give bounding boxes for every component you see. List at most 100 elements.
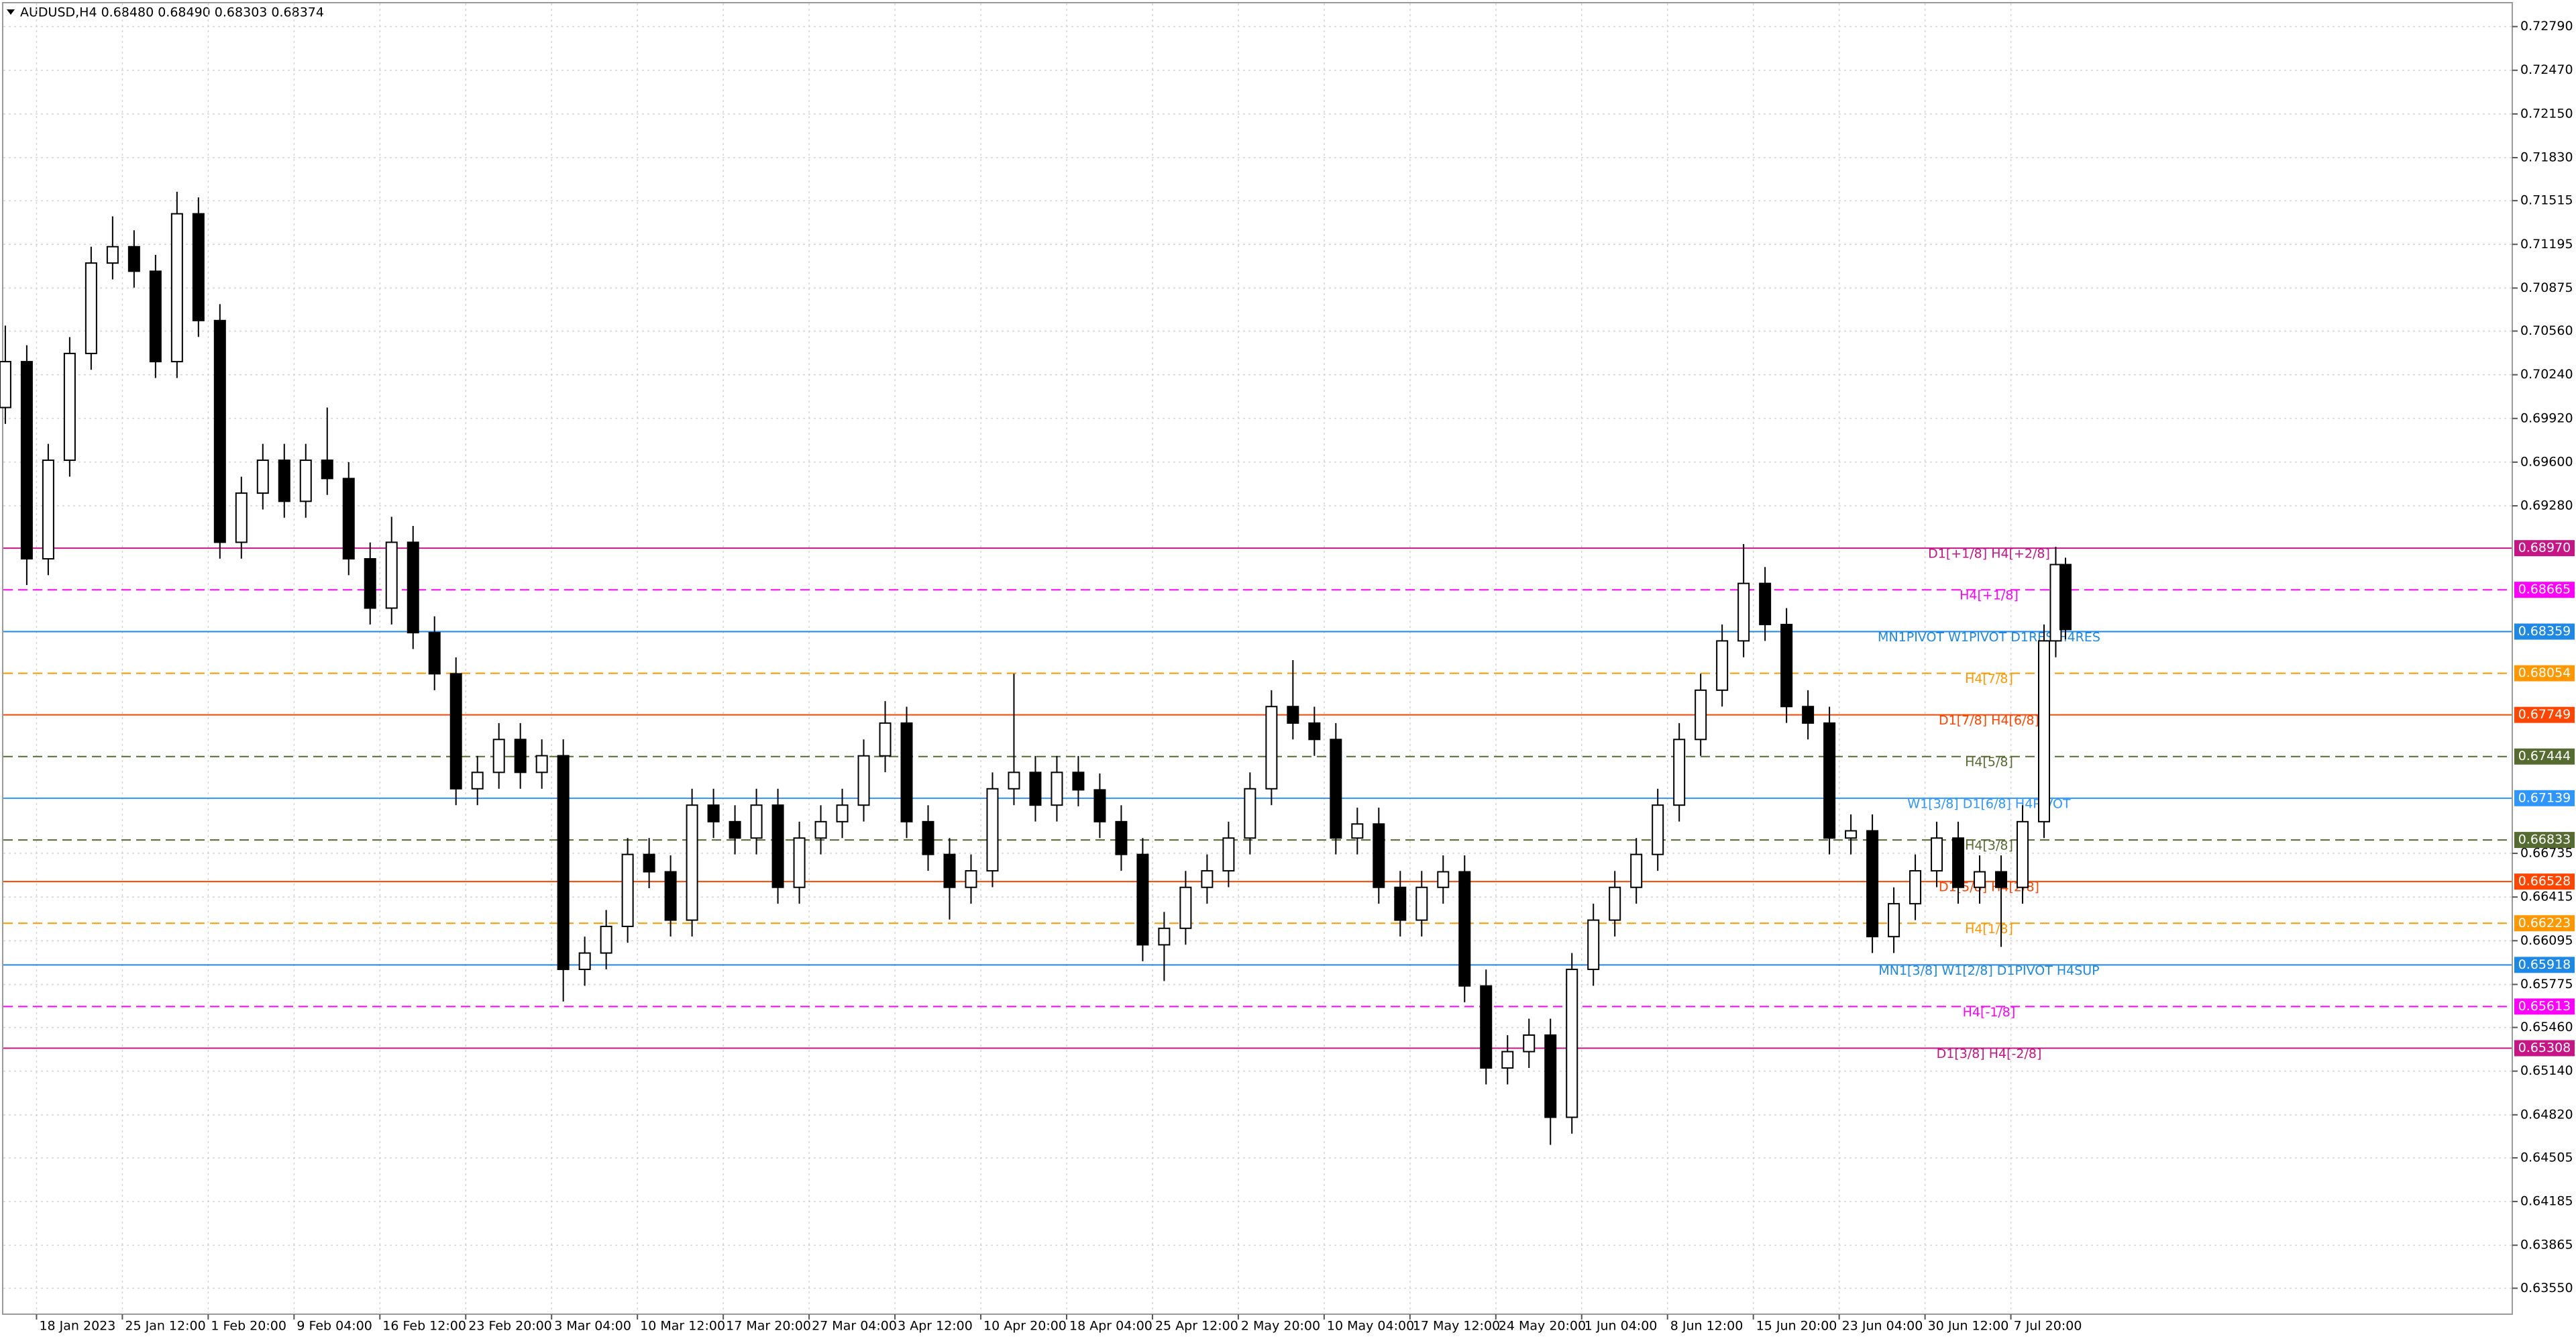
candle-body	[1051, 771, 1063, 806]
candle-body	[1394, 886, 1407, 921]
candles	[0, 191, 2072, 1145]
candle-body	[342, 478, 355, 560]
candle-body	[514, 739, 527, 773]
candle-body	[1652, 804, 1664, 855]
x-tick-label: 30 Jun 12:00	[1928, 1319, 2009, 1334]
candle-body	[1587, 919, 1600, 971]
candle-body	[1888, 903, 1900, 938]
candle-body	[1072, 771, 1085, 791]
x-tick-label: 24 May 20:00	[1499, 1319, 1586, 1334]
candle-body	[492, 739, 505, 773]
candle-body	[1029, 771, 1042, 806]
x-tick-label: 1 Jun 04:00	[1585, 1319, 1658, 1334]
candle-body	[1566, 969, 1578, 1118]
candle-body	[1501, 1051, 1514, 1069]
y-tick-label: 0.64185	[2520, 1194, 2573, 1209]
price-tag-label: 0.68359	[2518, 624, 2571, 639]
y-tick-label: 0.69920	[2520, 411, 2573, 425]
candle-body	[85, 262, 97, 354]
candle-body	[1802, 706, 1815, 724]
candle-body	[1931, 837, 1943, 872]
price-tag	[2514, 1040, 2575, 1057]
candle-body	[1437, 871, 1450, 888]
price-tag-label: 0.67444	[2518, 749, 2571, 763]
candle-body	[1609, 886, 1621, 921]
candle-body	[1115, 820, 1128, 855]
x-tick-label: 15 Jun 20:00	[1756, 1319, 1837, 1334]
price-tag	[2514, 915, 2575, 932]
y-tick-label: 0.64820	[2520, 1107, 2573, 1122]
candle-body	[836, 804, 849, 822]
level-label: H4[+1/8]	[1960, 588, 2019, 603]
price-tag	[2514, 540, 2575, 557]
candle-body	[1093, 789, 1106, 822]
axes: 18 Jan 2023 25 Jan 12:00 1 Feb 20:00 9 Feb …	[36, 3, 2575, 1334]
price-tag-label: 0.67749	[2518, 707, 2571, 722]
candle-body	[643, 853, 655, 873]
candle-body	[2059, 564, 2072, 631]
candle-body	[2017, 820, 2029, 888]
candle-body	[1179, 886, 1192, 929]
price-tag	[2514, 998, 2575, 1015]
x-tick-label: 16 Feb 12:00	[382, 1319, 466, 1334]
candle-body	[621, 853, 634, 927]
candle-body	[1222, 837, 1235, 872]
level-label: W1[3/8] D1[6/8] H4PIVOT	[1907, 796, 2071, 811]
candle-body	[729, 820, 741, 839]
y-tick-label: 0.65140	[2520, 1063, 2573, 1078]
menu-arrow[interactable]	[7, 9, 15, 15]
candle-body	[1716, 640, 1729, 691]
x-tick-label: 2 May 20:00	[1241, 1319, 1320, 1334]
candle-body	[256, 460, 269, 494]
price-tag-label: 0.66528	[2518, 874, 2571, 889]
candle-body	[1845, 830, 1858, 839]
candle-body	[857, 755, 870, 806]
candle-body	[1974, 871, 1986, 888]
candle-body	[965, 870, 977, 888]
y-tick-label: 0.70875	[2520, 280, 2573, 295]
candle-body	[321, 460, 333, 480]
y-tick-label: 0.64505	[2520, 1150, 2573, 1165]
level-label: H4[1/8]	[1965, 922, 2013, 936]
candle-body	[900, 722, 913, 822]
price-tag-label: 0.65918	[2518, 957, 2571, 972]
x-tick-label: 17 Mar 20:00	[726, 1319, 811, 1334]
candle-body	[127, 246, 140, 272]
price-tag-label: 0.68970	[2518, 541, 2571, 555]
candle-body	[1909, 870, 1922, 905]
candle-body	[879, 722, 892, 757]
candle-body	[364, 558, 376, 609]
price-tag-label: 0.66833	[2518, 833, 2571, 847]
candle-body	[1759, 582, 1772, 625]
x-tick-label: 23 Feb 20:00	[468, 1319, 552, 1334]
x-tick-label: 9 Feb 04:00	[297, 1319, 372, 1334]
candle-body	[707, 804, 720, 822]
candle-body	[1780, 623, 1793, 708]
candle-body	[600, 925, 612, 954]
candle-body	[449, 673, 462, 790]
candle-body	[943, 853, 956, 888]
candle-body	[0, 361, 11, 409]
candle-body	[1265, 706, 1278, 790]
candle-body	[771, 804, 784, 888]
x-tick-label: 3 Apr 12:00	[898, 1319, 973, 1334]
candle-body	[385, 541, 398, 609]
price-tag-label: 0.66223	[2518, 916, 2571, 930]
grid	[3, 3, 2512, 1314]
candle-body	[814, 820, 827, 839]
candle-body	[1458, 871, 1471, 987]
y-tick-label: 0.69600	[2520, 454, 2573, 469]
candle-body	[1630, 853, 1643, 888]
candle-body	[1158, 927, 1171, 946]
candle-body	[278, 460, 290, 502]
candle-body	[1673, 739, 1686, 806]
y-tick-label: 0.70560	[2520, 323, 2573, 338]
y-tick-label: 0.63865	[2520, 1238, 2573, 1252]
candle-body	[1244, 788, 1256, 839]
candle-body	[750, 804, 763, 839]
x-tick-label: 8 Jun 12:00	[1670, 1319, 1743, 1334]
price-tag-label: 0.67139	[2518, 790, 2571, 805]
x-tick-label: 25 Jan 12:00	[125, 1319, 205, 1334]
level-label: D1[+1/8] H4[+2/8]	[1928, 547, 2050, 561]
